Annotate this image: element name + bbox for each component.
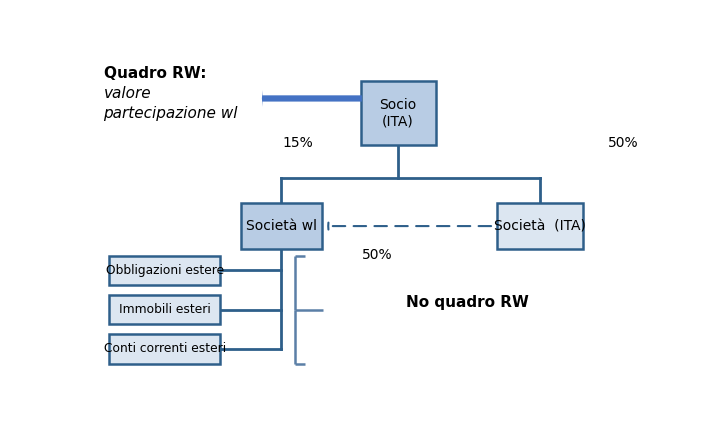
- Text: 15%: 15%: [282, 136, 313, 150]
- FancyBboxPatch shape: [109, 334, 220, 363]
- FancyBboxPatch shape: [361, 81, 435, 145]
- Text: 50%: 50%: [608, 136, 638, 150]
- Text: Immobili esteri: Immobili esteri: [119, 303, 211, 316]
- Text: Conti correnti esteri: Conti correnti esteri: [103, 342, 226, 355]
- Text: valore: valore: [103, 86, 151, 101]
- Text: 50%: 50%: [362, 247, 392, 261]
- FancyBboxPatch shape: [109, 295, 220, 324]
- Text: Socio
(ITA): Socio (ITA): [379, 98, 417, 128]
- Text: Società wl: Società wl: [246, 219, 317, 233]
- FancyBboxPatch shape: [497, 203, 583, 249]
- Text: Società  (ITA): Società (ITA): [494, 219, 586, 233]
- Text: Quadro RW:: Quadro RW:: [103, 66, 206, 82]
- Text: partecipazione wl: partecipazione wl: [103, 106, 238, 121]
- Text: Obbligazioni estere: Obbligazioni estere: [105, 264, 224, 277]
- FancyBboxPatch shape: [109, 255, 220, 285]
- Text: No quadro RW: No quadro RW: [406, 295, 529, 311]
- FancyBboxPatch shape: [241, 203, 322, 249]
